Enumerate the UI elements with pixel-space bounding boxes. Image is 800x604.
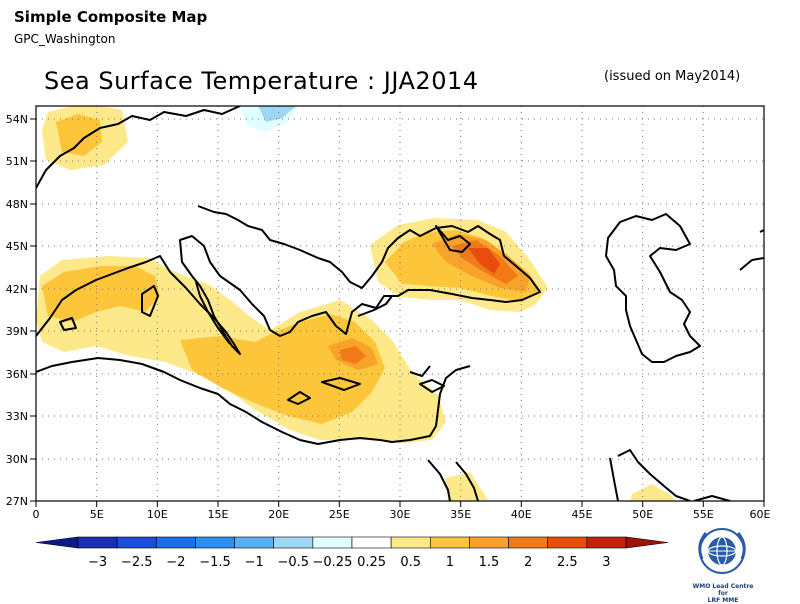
colorbar-segment xyxy=(508,536,549,549)
colorbar-segment xyxy=(390,536,431,549)
colorbar-label: −0.5 xyxy=(277,555,309,570)
colorbar-label: −2 xyxy=(166,555,185,570)
lat-label: 51N xyxy=(6,155,28,168)
colorbar-label: 2 xyxy=(524,555,532,570)
anomaly-fill-negative xyxy=(240,106,298,132)
colorbar-segment xyxy=(547,536,588,549)
anomaly-fill-pos-2-25 xyxy=(468,248,500,274)
lon-label: 15E xyxy=(208,508,229,521)
colorbar-segment xyxy=(155,536,196,549)
wmo-caption-line1: WMO Lead Centre for xyxy=(692,583,754,597)
colorbar-arrow-right xyxy=(625,536,669,549)
lon-label: 10E xyxy=(147,508,168,521)
colorbar-segment xyxy=(429,536,470,549)
app-subtitle: GPC_Washington xyxy=(14,32,116,46)
colorbar-label: −1 xyxy=(245,555,264,570)
lon-label: 20E xyxy=(268,508,289,521)
issued-date: (issued on May2014) xyxy=(604,69,741,84)
lon-label: 60E xyxy=(750,508,771,521)
app-title: Simple Composite Map xyxy=(14,8,208,26)
colorbar-segment xyxy=(312,536,353,549)
lon-label: 55E xyxy=(693,508,714,521)
lat-label: 30N xyxy=(6,453,28,466)
map-title: Sea Surface Temperature : JJA2014 xyxy=(44,67,479,95)
lon-label: 35E xyxy=(450,508,471,521)
lat-label: 45N xyxy=(6,240,28,253)
colorbar: −3 −2.5 −2 −1.5 −1 −0.5 −0.25 0.25 0.5 1 1.5 2 2.5 3 xyxy=(35,536,669,570)
lat-label: 42N xyxy=(6,283,28,296)
colorbar-label: −2.5 xyxy=(121,555,153,570)
colorbar-label: −1.5 xyxy=(199,555,231,570)
lat-label: 48N xyxy=(6,198,28,211)
colorbar-segment xyxy=(116,536,157,549)
map-grid xyxy=(36,106,764,501)
lon-labels: 0 5E 10E 15E 20E 25E 30E 35E 40E 45E 50E… xyxy=(33,508,771,521)
lon-label: 25E xyxy=(329,508,350,521)
wmo-caption: WMO Lead Centre for LRF MME xyxy=(688,583,758,604)
lat-labels: 54N 51N 48N 45N 42N 39N 36N 33N 30N 27N xyxy=(6,113,28,508)
lon-label: 5E xyxy=(90,508,104,521)
lat-label: 54N xyxy=(6,113,28,126)
lat-label: 33N xyxy=(6,410,28,423)
colorbar-label: 0.25 xyxy=(357,555,386,570)
wmo-logo xyxy=(698,528,746,574)
colorbar-segment xyxy=(273,536,314,549)
colorbar-segment xyxy=(77,536,118,549)
colorbar-label: −3 xyxy=(88,555,107,570)
colorbar-label: 1 xyxy=(446,555,454,570)
lon-label: 30E xyxy=(390,508,411,521)
lon-label: 0 xyxy=(33,508,40,521)
coastlines xyxy=(36,106,764,501)
colorbar-label: 3 xyxy=(602,555,610,570)
lat-label: 27N xyxy=(6,495,28,508)
lat-label: 39N xyxy=(6,325,28,338)
colorbar-segment xyxy=(586,536,627,549)
colorbar-segment xyxy=(234,536,275,549)
colorbar-segment xyxy=(469,536,509,549)
lon-label: 45E xyxy=(572,508,593,521)
colorbar-segment xyxy=(195,536,235,549)
lon-label: 50E xyxy=(632,508,653,521)
colorbar-label: −0.25 xyxy=(313,555,353,570)
lon-label: 40E xyxy=(511,508,532,521)
lat-label: 36N xyxy=(6,368,28,381)
colorbar-label: 2.5 xyxy=(557,555,578,570)
colorbar-arrow-left xyxy=(35,536,79,549)
colorbar-segment xyxy=(351,536,392,549)
colorbar-label: 0.5 xyxy=(400,555,421,570)
axis-ticks xyxy=(30,118,765,507)
colorbar-label: 1.5 xyxy=(479,555,500,570)
anomaly-shading xyxy=(36,106,676,501)
wmo-caption-line2: LRF MME xyxy=(707,597,739,604)
